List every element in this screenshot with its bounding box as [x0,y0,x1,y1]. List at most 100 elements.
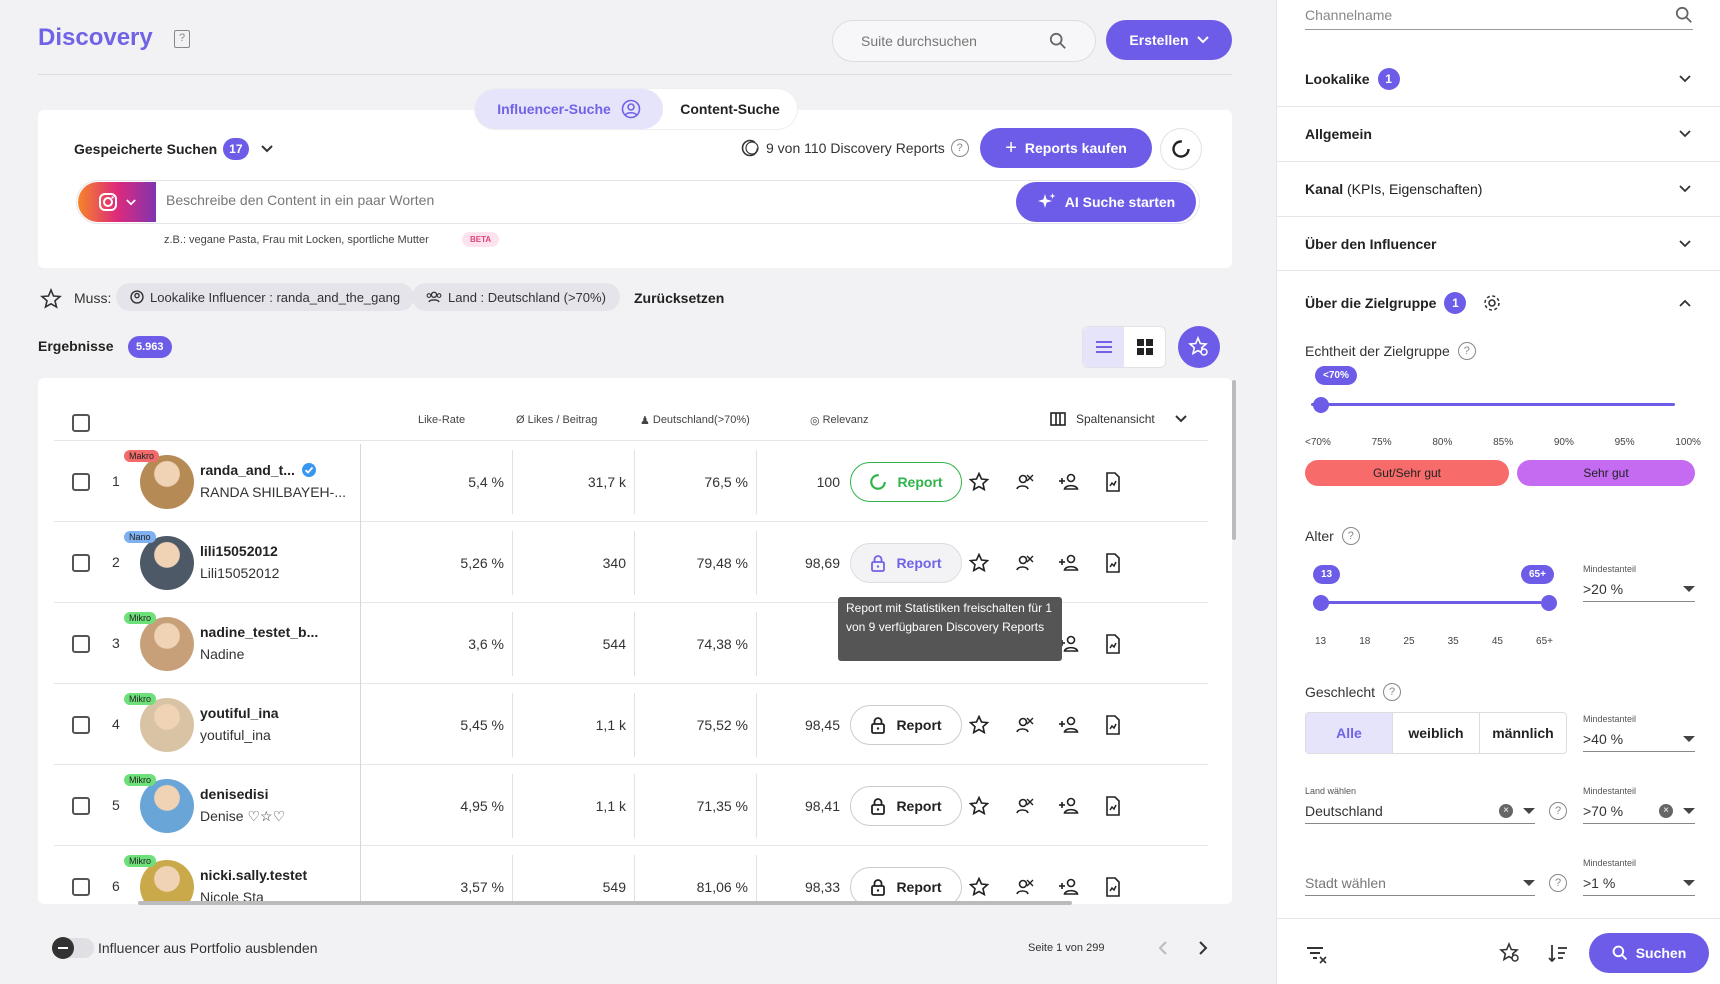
platform-selector[interactable] [78,182,156,222]
authenticity-very-good-segment[interactable]: Sehr gut [1517,460,1695,486]
horizontal-scrollbar[interactable] [138,901,1072,905]
buy-reports-button[interactable]: + Reports kaufen [980,128,1152,168]
section-general[interactable]: Allgemein [1305,107,1692,161]
influencer-handle[interactable]: randa_and_t... [200,462,317,478]
col-relevance[interactable]: ◎ Relevanz [810,414,868,427]
authenticity-good-segment[interactable]: Gut/Sehr gut [1305,460,1509,486]
row-checkbox[interactable] [72,716,90,734]
section-lookalike[interactable]: Lookalike 1 [1305,52,1692,106]
table-row[interactable]: 4 Mikro youtiful_ina youtiful_ina 5,45 % 1,1 … [54,685,1208,765]
list-view-button[interactable] [1083,327,1124,367]
vertical-scrollbar[interactable] [1232,380,1236,540]
add-user-icon[interactable] [1058,876,1080,898]
clear-filters-icon[interactable] [1305,944,1327,964]
row-checkbox[interactable] [72,554,90,572]
lookalike-icon[interactable] [1014,471,1036,493]
saved-searches[interactable]: Gespeicherte Suchen 17 [74,138,273,160]
star-icon[interactable] [968,471,990,493]
influencer-handle[interactable]: nadine_testet_b... [200,624,318,640]
add-user-icon[interactable] [1058,471,1080,493]
country-share-select[interactable]: >70 % × [1583,798,1695,824]
help-icon[interactable]: ? [1549,874,1567,892]
report-file-icon[interactable] [1102,795,1124,817]
authenticity-track[interactable] [1311,403,1675,406]
add-user-icon[interactable] [1058,714,1080,736]
filter-chip-lookalike[interactable]: Lookalike Influencer : randa_and_the_gan… [116,283,415,311]
report-button[interactable]: Report [850,705,962,745]
col-like-rate[interactable]: Like-Rate [418,414,466,426]
avatar[interactable] [140,536,194,590]
ai-search-input[interactable]: Beschreibe den Content in ein paar Worte… [166,192,435,208]
city-select[interactable]: Stadt wählen [1305,870,1535,896]
lookalike-icon[interactable] [1014,876,1036,898]
report-button[interactable]: Report [850,462,962,502]
lookalike-icon[interactable] [1014,552,1036,574]
select-all-checkbox[interactable] [72,414,90,432]
row-checkbox[interactable] [72,797,90,815]
report-file-icon[interactable] [1102,633,1124,655]
star-icon[interactable] [968,714,990,736]
table-row[interactable]: 2 Nano lili15052012 Lili15052012 5,26 % 340 79… [54,523,1208,603]
row-checkbox[interactable] [72,473,90,491]
star-icon[interactable] [968,795,990,817]
country-select[interactable]: Deutschland × [1305,798,1535,824]
age-track[interactable] [1313,601,1541,604]
section-influencer[interactable]: Über den Influencer [1305,217,1692,271]
add-user-icon[interactable] [1058,633,1080,655]
star-icon[interactable] [968,876,990,898]
chevron-right-icon[interactable] [1198,940,1208,956]
report-file-icon[interactable] [1102,471,1124,493]
table-row[interactable]: 6 Mikro nicki.sally.testet Nicole Sta 3,57 %… [54,847,1208,904]
add-user-icon[interactable] [1058,795,1080,817]
portfolio-toggle[interactable] [52,937,94,959]
report-file-icon[interactable] [1102,876,1124,898]
section-audience[interactable]: Über die Zielgruppe 1 [1305,276,1692,330]
help-icon[interactable]: ? [950,139,969,157]
age-min-handle[interactable] [1313,595,1329,611]
tab-influencer-search[interactable]: Influencer-Suche [475,89,663,129]
channel-name-input[interactable]: Channelname [1305,0,1693,30]
tab-content-search[interactable]: Content-Suche [680,101,780,117]
create-button[interactable]: Erstellen [1106,20,1232,60]
filter-chip-country[interactable]: Land : Deutschland (>70%) [412,283,620,311]
influencer-handle[interactable]: lili15052012 [200,543,278,559]
star-icon[interactable] [968,552,990,574]
influencer-handle[interactable]: nicki.sally.testet [200,867,307,883]
clear-icon[interactable]: × [1499,803,1513,818]
report-file-icon[interactable] [1102,714,1124,736]
help-icon[interactable]: ? [1549,802,1567,820]
avatar[interactable] [140,455,194,509]
gender-all[interactable]: Alle [1306,713,1393,753]
clear-icon[interactable]: × [1659,803,1673,818]
report-button[interactable]: Report [850,543,962,583]
help-icon[interactable]: ? [1383,683,1402,701]
gender-male[interactable]: männlich [1492,725,1554,741]
row-checkbox[interactable] [72,878,90,896]
column-view-button[interactable]: Spaltenansicht [1050,412,1187,426]
report-button[interactable]: Report [850,786,962,826]
chevron-left-icon[interactable] [1158,940,1168,956]
row-checkbox[interactable] [72,635,90,653]
save-search-button[interactable] [1178,326,1220,368]
section-channel[interactable]: Kanal (KPIs, Eigenschaften) [1305,162,1692,216]
gear-icon[interactable] [1482,293,1502,313]
report-button[interactable]: Report [850,867,962,904]
help-book-icon[interactable]: ? [174,30,190,48]
help-icon[interactable]: ? [1341,527,1360,545]
table-row[interactable]: 5 Mikro denisedisi Denise ♡☆♡ 4,95 % 1,1 k 71,… [54,766,1208,846]
col-country[interactable]: ♟ Deutschland(>70%) [640,414,750,427]
col-likes[interactable]: Ø Likes / Beitrag [516,414,598,426]
suite-search-input[interactable]: Suite durchsuchen [832,20,1096,62]
age-share-select[interactable]: >20 % [1583,576,1695,602]
add-user-icon[interactable] [1058,552,1080,574]
influencer-handle[interactable]: youtiful_ina [200,705,279,721]
lookalike-icon[interactable] [1014,795,1036,817]
gender-share-select[interactable]: >40 % [1583,726,1695,752]
help-icon[interactable]: ? [1457,342,1476,360]
avatar[interactable] [140,698,194,752]
age-max-handle[interactable] [1541,595,1557,611]
table-row[interactable]: 1 Makro randa_and_t... RANDA SHILBAYEH-... 5… [54,442,1208,522]
search-button[interactable]: Suchen [1589,933,1709,973]
reset-filters-button[interactable]: Zurücksetzen [634,290,725,306]
grid-view-button[interactable] [1124,327,1165,367]
